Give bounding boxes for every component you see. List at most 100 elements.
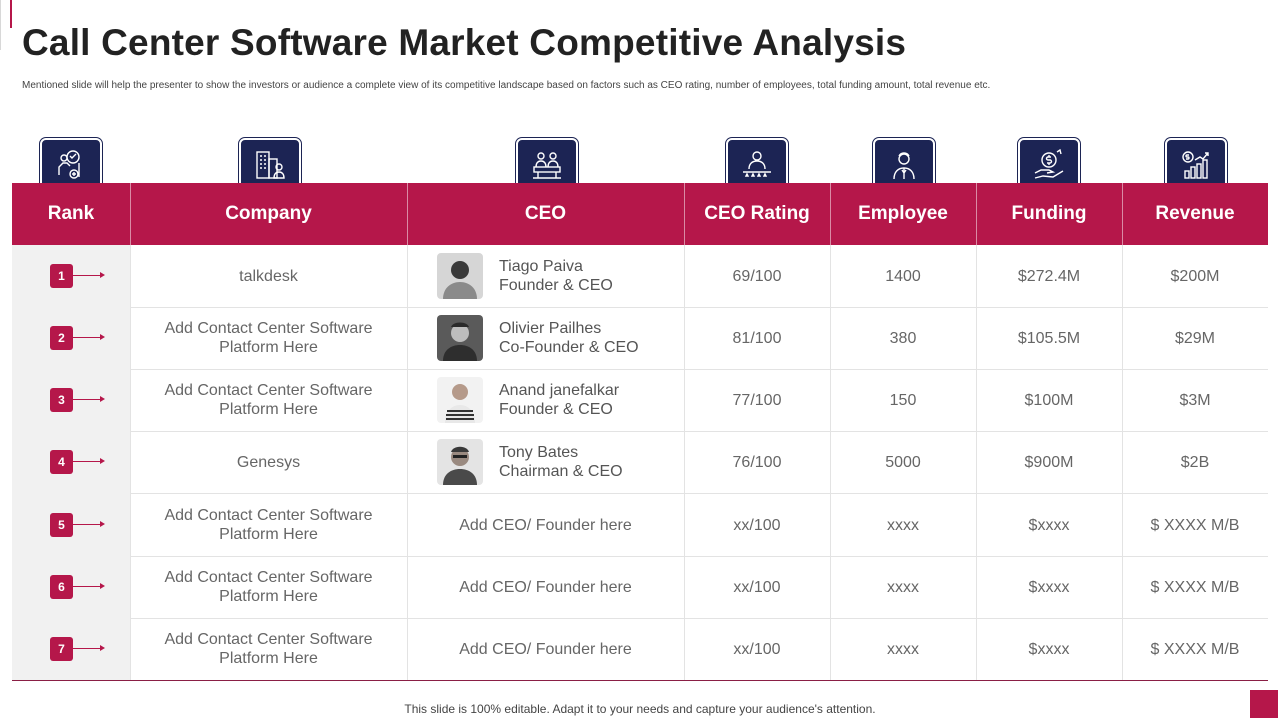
row-divider [130,556,1268,557]
employee-count: xxxx [887,640,919,658]
page-title: Call Center Software Market Competitive … [22,22,907,63]
row-divider [130,618,1268,619]
company-name: Add Contact Center Software Platform Her… [164,382,373,418]
table-row: 7 Add Contact Center Software Platform H… [12,618,1268,680]
revenue-amount: $2B [1180,453,1210,471]
ceo-placeholder: Add CEO/ Founder here [459,516,632,534]
avatar [437,377,483,423]
arrow-right-icon [73,583,105,589]
revenue-amount: $ XXXX M/B [1150,640,1240,658]
ceo-info: Anand janefalkar Founder & CEO [437,376,697,424]
employee-count: 1400 [885,267,921,285]
table-row: 3 Add Contact Center Software Platform H… [12,369,1268,431]
arrow-right-icon [73,396,105,402]
header-revenue: Revenue [1155,203,1235,224]
corner-accent-line [10,0,12,28]
header-divider [1122,183,1123,245]
header-rank: Rank [47,203,95,224]
row-divider [130,493,1268,494]
avatar [437,253,483,299]
column-divider [976,245,977,681]
ceo-rating: 69/100 [732,267,782,285]
table-row: 6 Add Contact Center Software Platform H… [12,556,1268,618]
funding-amount: $xxxx [1028,578,1070,596]
footer-note: This slide is 100% editable. Adapt it to… [0,702,1280,716]
ceo-rating: 81/100 [732,329,782,347]
header-divider [684,183,685,245]
arrow-right-icon [73,521,105,527]
company-name: talkdesk [239,267,298,285]
arrow-right-icon [73,272,105,278]
ceo-name: Olivier Pailhes [499,320,602,337]
company-name: Genesys [236,453,301,471]
footer-text: This slide is 100% editable. Adapt it to… [404,702,876,716]
header-ceo: CEO [524,203,567,224]
ceo-text: Anand janefalkar Founder & CEO [499,381,619,419]
ceo-rating: xx/100 [733,516,781,534]
row-divider [130,431,1268,432]
funding-amount: $900M [1024,453,1074,471]
column-divider [684,245,685,681]
table-header: Rank Company CEO CEO Rating Employee Fun… [12,183,1268,245]
ceo-rating: xx/100 [733,640,781,658]
ceo-text: Olivier Pailhes Co-Founder & CEO [499,319,639,357]
column-divider [830,245,831,681]
ceo-placeholder: Add CEO/ Founder here [459,640,632,658]
table-bottom-border [12,680,1268,681]
ceo-placeholder: Add CEO/ Founder here [459,578,632,596]
column-divider [1122,245,1123,681]
rank-badge: 2 [50,326,73,350]
rank-badge: 4 [50,450,73,474]
employee-count: 150 [889,391,917,409]
funding-amount: $272.4M [1017,267,1081,285]
arrow-right-icon [73,458,105,464]
header-divider [830,183,831,245]
rank-badge: 6 [50,575,73,599]
table-row: 2 Add Contact Center Software Platform H… [12,307,1268,369]
corner-accent-line-grey [0,0,1,50]
ceo-info: Tony Bates Chairman & CEO [437,438,697,486]
revenue-amount: $3M [1179,391,1211,409]
arrow-right-icon [73,334,105,340]
row-divider [130,369,1268,370]
footer-accent-square [1250,690,1278,718]
ceo-title: Founder & CEO [499,277,613,294]
avatar [437,439,483,485]
header-divider [976,183,977,245]
header-divider [407,183,408,245]
company-name: Add Contact Center Software Platform Her… [164,320,373,356]
row-divider [130,307,1268,308]
funding-amount: $105.5M [1017,329,1081,347]
header-ceo-rating: CEO Rating [704,203,810,224]
ceo-title: Chairman & CEO [499,463,623,480]
rank-badge: 1 [50,264,73,288]
rank-badge: 7 [50,637,73,661]
ceo-rating: xx/100 [733,578,781,596]
table-row: 5 Add Contact Center Software Platform H… [12,494,1268,556]
employee-count: xxxx [887,578,919,596]
arrow-right-icon [73,645,105,651]
ceo-name: Tony Bates [499,444,579,461]
ceo-title: Co-Founder & CEO [499,339,639,356]
header-company: Company [225,203,312,224]
revenue-amount: $ XXXX M/B [1150,516,1240,534]
company-name: Add Contact Center Software Platform Her… [164,507,373,543]
page-subtitle: Mentioned slide will help the presenter … [22,80,991,91]
rank-badge: 5 [50,513,73,537]
table-row: 4 Genesys Tony Bates Chairman & CEO 76/1… [12,431,1268,493]
employee-count: xxxx [887,516,919,534]
ceo-name: Anand janefalkar [499,382,620,399]
revenue-amount: $ XXXX M/B [1150,578,1240,596]
ceo-name: Tiago Paiva [499,258,583,275]
header-employee: Employee [858,203,948,224]
funding-amount: $xxxx [1028,516,1070,534]
company-name: Add Contact Center Software Platform Her… [164,631,373,667]
revenue-amount: $29M [1174,329,1216,347]
ceo-title: Founder & CEO [499,401,613,418]
employee-count: 5000 [885,453,921,471]
ceo-text: Tiago Paiva Founder & CEO [499,257,613,295]
ceo-info: Olivier Pailhes Co-Founder & CEO [437,314,697,362]
column-divider [130,245,131,681]
funding-amount: $xxxx [1028,640,1070,658]
table-row: 1 talkdesk Tiago Paiva Founder & CEO 69/… [12,245,1268,307]
